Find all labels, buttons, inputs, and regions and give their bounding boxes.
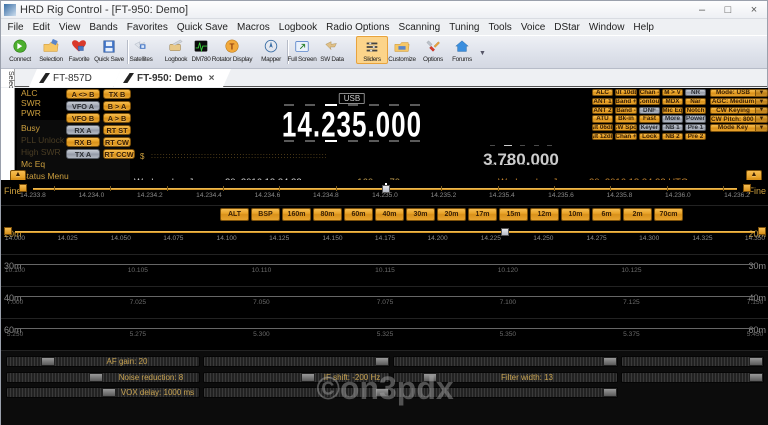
svg-text:T: T [230, 43, 235, 52]
